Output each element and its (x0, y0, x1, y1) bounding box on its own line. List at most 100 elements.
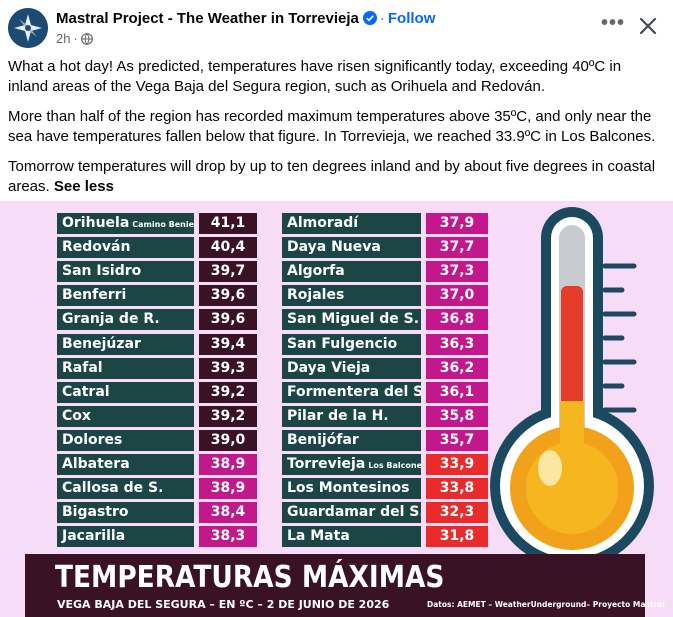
more-options-icon[interactable]: ••• (600, 12, 625, 34)
town-name: Daya Vieja (282, 358, 421, 379)
see-less-link[interactable]: See less (53, 178, 114, 195)
temperature-value: 39,2 (199, 382, 257, 403)
temperature-row: La Mata 31,8 (0, 526, 673, 547)
graphic-title: TEMPERATURAS MÁXIMAS (55, 560, 445, 595)
temperature-value: 39,4 (199, 334, 257, 355)
town-name: Benferri (57, 285, 194, 306)
town-station-note: Los Balcones (368, 461, 421, 470)
temperature-value: 38,9 (199, 454, 257, 475)
temperature-value: 38,4 (199, 502, 257, 523)
temperature-row: Daya Nueva 37,7 (0, 237, 673, 258)
temperature-value: 36,2 (426, 358, 488, 379)
town-name: Catral (57, 382, 194, 403)
temperature-value: 39,6 (199, 309, 257, 330)
town-name: Los Montesinos (282, 478, 421, 499)
temperature-value: 39,0 (199, 430, 257, 451)
town-name-text: Benejúzar (62, 336, 141, 352)
temperature-value: 38,9 (199, 478, 257, 499)
temperature-row: San Isidro 39,7 (0, 261, 673, 282)
temperature-value: 41,1 (199, 213, 257, 234)
close-icon[interactable] (634, 12, 662, 40)
town-name-text: Redován (62, 239, 131, 255)
thermometer-icon (480, 201, 673, 568)
town-name: Dolores (57, 430, 194, 451)
post-meta: 2h · (56, 31, 93, 46)
mastral-logo-icon[interactable] (8, 8, 48, 48)
temperature-value: 37,0 (426, 285, 488, 306)
post-time[interactable]: 2h (56, 31, 71, 46)
post-paragraph-last: Tomorrow temperatures will drop by up to… (8, 157, 665, 197)
temperature-row: Rojales 37,0 (0, 285, 673, 306)
town-name-text: Orihuela (62, 215, 130, 231)
town-name-text: Daya Nueva (287, 239, 381, 255)
temperature-value: 37,3 (426, 261, 488, 282)
temperature-row: Formentera del S. 36,1 (0, 382, 673, 403)
temperature-row: Benejúzar 39,4 (0, 334, 673, 355)
temperature-row: Almoradí 37,9 (0, 213, 673, 234)
temperature-row: Rafal 39,3 (0, 358, 673, 379)
graphic-footer: TEMPERATURAS MÁXIMAS VEGA BAJA DEL SEGUR… (25, 554, 665, 617)
temperature-row: Daya Vieja 36,2 (0, 358, 673, 379)
town-name-text: Bigastro (62, 504, 129, 520)
temperature-value: 35,8 (426, 406, 488, 427)
town-name: Rojales (282, 285, 421, 306)
post-paragraph: More than half of the region has recorde… (8, 108, 656, 145)
graphic-source: Datos: AEMET – WeatherUnderground– Proye… (427, 600, 665, 609)
globe-icon (80, 33, 93, 45)
town-name-text: Pilar de la H. (287, 408, 389, 424)
town-name-text: Granja de R. (62, 311, 160, 327)
temperature-value: 37,9 (426, 213, 488, 234)
town-name-text: Callosa de S. (62, 480, 164, 496)
temperature-row: Catral 39,2 (0, 382, 673, 403)
follow-button[interactable]: Follow (387, 10, 436, 27)
town-name-text: Benferri (62, 287, 127, 303)
town-name: Benejúzar (57, 334, 194, 355)
separator-dot: · (379, 10, 385, 27)
town-name: San Isidro (57, 261, 194, 282)
post-paragraph: What a hot day! As predicted, temperatur… (8, 58, 622, 95)
town-name-text: Rafal (62, 360, 103, 376)
town-name-text: San Isidro (62, 263, 142, 279)
town-name: Granja de R. (57, 309, 194, 330)
town-name: Jacarilla (57, 526, 194, 547)
verified-badge-icon (362, 11, 377, 25)
page-name-row: Mastral Project - The Weather in Torrevi… (56, 10, 435, 27)
temperature-value: 39,3 (199, 358, 257, 379)
temperature-value: 33,8 (426, 478, 488, 499)
town-name: Callosa de S. (57, 478, 194, 499)
graphic-subtitle: VEGA BAJA DEL SEGURA – EN ºC – 2 DE JUNI… (57, 598, 390, 611)
temperature-value: 32,3 (426, 502, 488, 523)
temperature-row: Orihuela Camino Beniel 41,1 (0, 213, 673, 234)
town-name-text: Los Montesinos (287, 480, 410, 496)
temperature-value: 39,7 (199, 261, 257, 282)
town-name-text: San Fulgencio (287, 336, 398, 352)
town-name-text: Albatera (62, 456, 130, 472)
time-separator: · (73, 31, 78, 46)
town-name-text: La Mata (287, 528, 350, 544)
town-name: La Mata (282, 526, 421, 547)
page-name-link[interactable]: Mastral Project - The Weather in Torrevi… (56, 10, 359, 27)
town-name-text: Benijófar (287, 432, 359, 448)
town-name-text: Catral (62, 384, 110, 400)
temperature-row: Guardamar del S. 32,3 (0, 502, 673, 523)
temperature-row: Benferri 39,6 (0, 285, 673, 306)
temperature-row: San Fulgencio 36,3 (0, 334, 673, 355)
temperature-graphic[interactable]: Orihuela Camino Beniel 41,1 Redován 40,4 San … (0, 201, 673, 617)
temperature-row: Torrevieja Los Balcones 33,9 (0, 454, 673, 475)
town-name: Redován (57, 237, 194, 258)
town-name-text: Torrevieja (287, 456, 366, 472)
town-name-text: Cox (62, 408, 91, 424)
temperature-value: 35,7 (426, 430, 488, 451)
temperature-value: 37,7 (426, 237, 488, 258)
town-name: Bigastro (57, 502, 194, 523)
temperature-value: 36,8 (426, 309, 488, 330)
town-name-text: Formentera del S. (287, 384, 421, 400)
town-name: Benijófar (282, 430, 421, 451)
temperature-value: 33,9 (426, 454, 488, 475)
post-header: Mastral Project - The Weather in Torrevi… (8, 8, 665, 50)
town-name-text: Algorfa (287, 263, 345, 279)
temperature-row: Algorfa 37,3 (0, 261, 673, 282)
temperature-row: Cox 39,2 (0, 406, 673, 427)
town-station-note: Camino Beniel (132, 220, 194, 229)
town-name: Torrevieja Los Balcones (282, 454, 421, 475)
